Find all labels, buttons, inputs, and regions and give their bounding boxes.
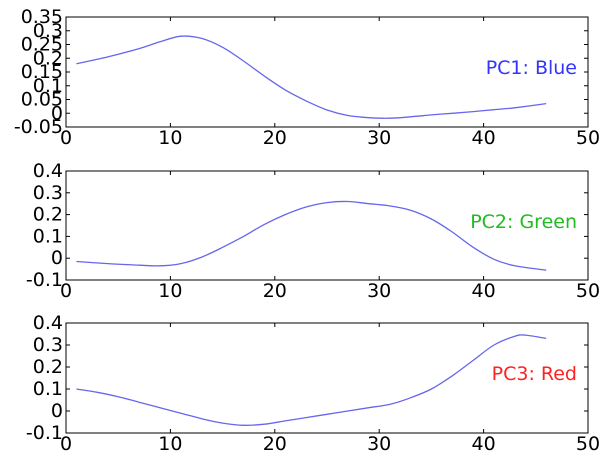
x-tick-label: 0 (60, 433, 72, 452)
y-tick-label: 0.4 (33, 160, 63, 182)
subplot-1: 0 10 20 30 40 50-0.0500.050.10.150.20.250.30.… (14, 6, 600, 149)
series-annotation: PC3: Red (492, 363, 577, 385)
y-tick-label: 0 (51, 400, 63, 422)
y-tick-label: 0.1 (33, 75, 63, 97)
y-tick-label: 0.25 (21, 34, 63, 56)
x-tick-label: 50 (576, 127, 600, 149)
y-tick-label: 0.1 (33, 225, 63, 247)
y-tick-label: 0.15 (21, 61, 63, 83)
x-tick-label: 10 (158, 127, 182, 149)
y-tick-label: 0 (51, 247, 63, 269)
y-tick-label: -0.1 (26, 269, 63, 291)
axes-frame (65, 170, 589, 281)
y-tick-label: 0.4 (33, 312, 63, 334)
y-tick-label: 0.3 (33, 182, 63, 204)
y-tick-label: 0.35 (21, 6, 63, 28)
x-tick-label: 0 (60, 127, 72, 149)
x-tick-label: 10 (158, 280, 182, 302)
x-tick-label: 40 (472, 280, 496, 302)
series-annotation: PC2: Green (470, 211, 577, 233)
y-tick-label: 0 (51, 102, 63, 124)
x-tick-label: 20 (263, 280, 287, 302)
x-tick-label: 50 (576, 280, 600, 302)
axes-frame (65, 322, 589, 434)
x-tick-label: 40 (472, 433, 496, 452)
series-line (76, 334, 547, 426)
x-tick-label: 30 (367, 433, 391, 452)
x-tick-label: 10 (158, 433, 182, 452)
y-tick-label: 0.05 (21, 89, 63, 111)
y-tick-label: 0.1 (33, 378, 63, 400)
y-tick-label: 0.2 (33, 47, 63, 69)
x-tick-label: 40 (472, 127, 496, 149)
x-tick-label: 30 (367, 127, 391, 149)
series-annotation: PC1: Blue (486, 57, 577, 79)
y-tick-label: 0.3 (33, 20, 63, 42)
y-tick-label: -0.05 (14, 116, 63, 138)
x-tick-label: 20 (263, 433, 287, 452)
x-tick-label: 0 (60, 280, 72, 302)
y-tick-label: 0.3 (33, 334, 63, 356)
series-line (76, 200, 547, 271)
x-tick-label: 50 (576, 433, 600, 452)
series-line (76, 35, 547, 119)
x-tick-label: 20 (263, 127, 287, 149)
x-tick-label: 30 (367, 280, 391, 302)
y-tick-label: 0.2 (33, 204, 63, 226)
y-tick-label: 0.2 (33, 356, 63, 378)
y-tick-label: -0.1 (26, 422, 63, 444)
